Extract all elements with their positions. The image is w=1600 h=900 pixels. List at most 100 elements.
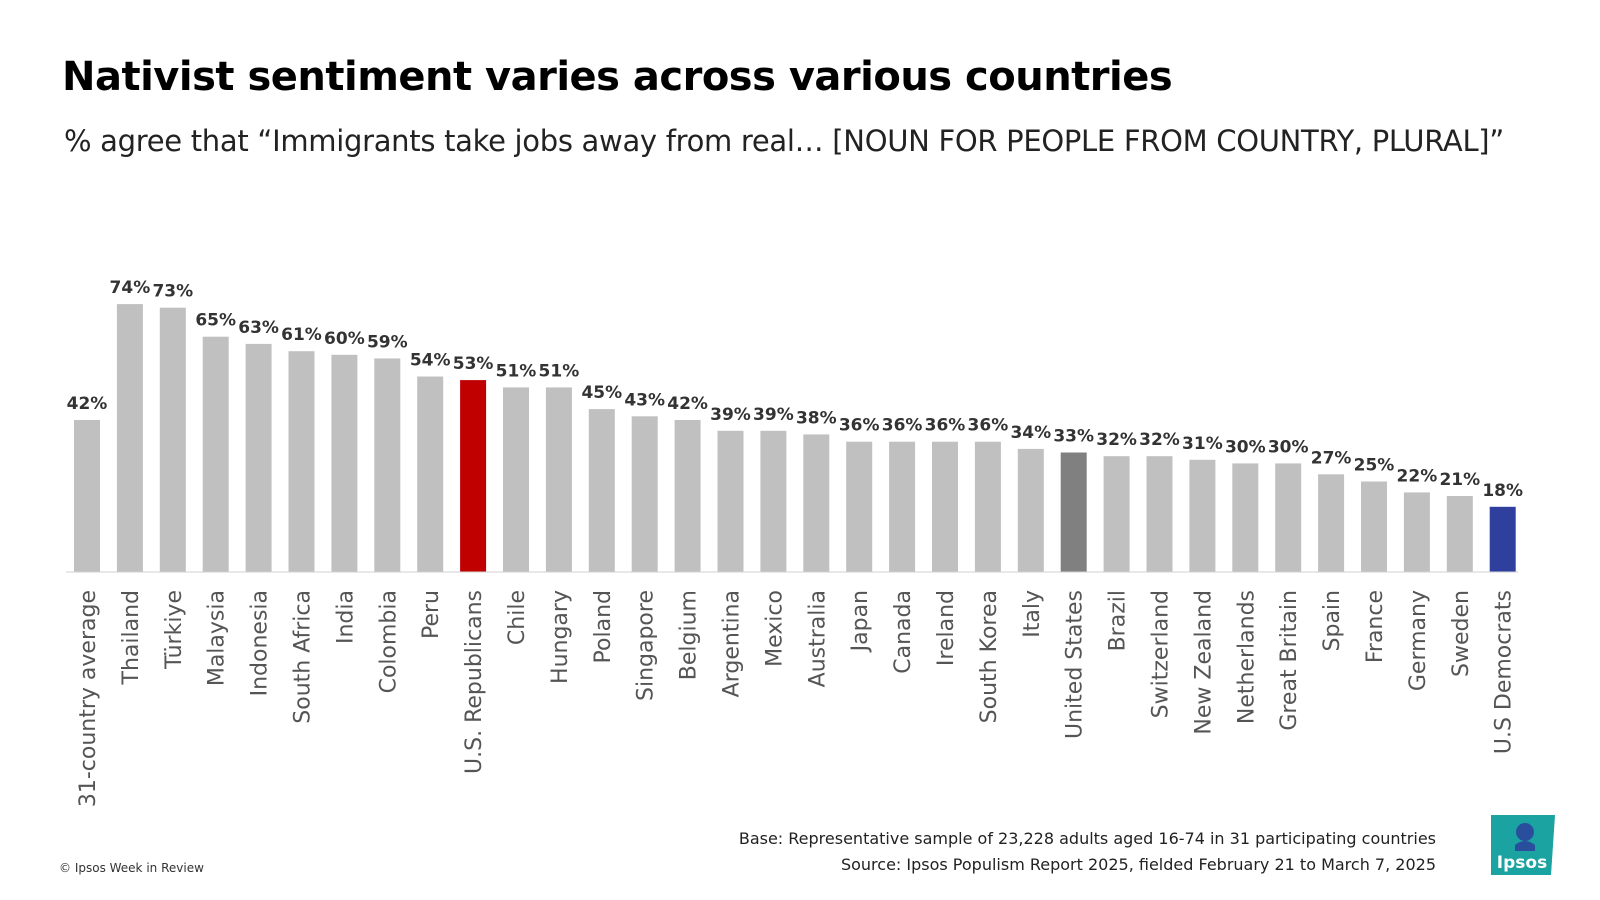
value-label-peru: 54% [410, 351, 451, 371]
bar-t-rkiye [159, 307, 186, 572]
value-label-netherlands: 30% [1225, 437, 1266, 457]
value-label-australia: 38% [796, 408, 837, 428]
category-label-australia: Australia [805, 590, 830, 687]
category-label-india: India [333, 590, 358, 644]
category-label-spain: Spain [1320, 590, 1345, 651]
category-label-new-zealand: New Zealand [1191, 590, 1216, 735]
category-label-colombia: Colombia [376, 590, 401, 693]
value-label-india: 60% [324, 329, 365, 349]
ipsos-logo: Ipsos [1491, 815, 1555, 875]
bars-group [74, 304, 1516, 572]
bar-indonesia [245, 343, 272, 572]
value-label-argentina: 39% [710, 405, 751, 425]
category-label-brazil: Brazil [1106, 590, 1131, 651]
bar-france [1361, 481, 1387, 572]
bar-netherlands [1232, 463, 1259, 572]
logo-text: Ipsos [1497, 853, 1547, 873]
category-label-sweden: Sweden [1449, 590, 1474, 677]
value-label-france: 25% [1354, 456, 1395, 476]
value-label-colombia: 59% [367, 332, 408, 352]
value-label-poland: 45% [581, 383, 622, 403]
category-label-singapore: Singapore [634, 590, 659, 701]
category-label-u-s-republicans: U.S. Republicans [462, 590, 487, 774]
value-label-u-s-republicans: 53% [453, 354, 494, 374]
bar-hungary [545, 387, 572, 572]
category-label-poland: Poland [591, 590, 616, 663]
bar-south-africa [288, 351, 315, 572]
value-label-spain: 27% [1311, 448, 1352, 468]
category-label-united-states: United States [1063, 590, 1088, 739]
bar-switzerland [1146, 456, 1173, 572]
value-label-belgium: 42% [667, 394, 708, 414]
value-label-united-states: 33% [1053, 427, 1094, 447]
bar-great-britain [1275, 463, 1302, 572]
category-label-t-rkiye: Türkiye [162, 590, 187, 670]
bar-united-states [1060, 452, 1087, 572]
value-label-germany: 22% [1397, 466, 1438, 486]
category-label-indonesia: Indonesia [248, 590, 273, 696]
page-subtitle: % agree that “Immigrants take jobs away … [64, 124, 1505, 158]
value-label-indonesia: 63% [238, 318, 279, 338]
source-note: Source: Ipsos Populism Report 2025, fiel… [840, 855, 1436, 874]
value-label-mexico: 39% [753, 405, 794, 425]
logo-head-shape [1516, 823, 1534, 841]
value-label-malaysia: 65% [195, 311, 236, 331]
category-label-great-britain: Great Britain [1277, 590, 1302, 731]
value-label-31-country-average: 42% [67, 394, 108, 414]
category-label-hungary: Hungary [548, 590, 573, 684]
bar-singapore [631, 416, 658, 572]
bar-thailand [116, 304, 143, 572]
bar-spain [1318, 474, 1345, 572]
category-label-peru: Peru [419, 590, 444, 639]
category-label-france: France [1363, 590, 1388, 663]
category-label-canada: Canada [891, 590, 916, 674]
category-label-ireland: Ireland [934, 590, 959, 666]
bar-brazil [1103, 456, 1130, 572]
bar-sweden [1446, 496, 1473, 572]
value-label-great-britain: 30% [1268, 437, 1309, 457]
value-label-japan: 36% [839, 416, 880, 436]
category-label-chile: Chile [505, 590, 530, 645]
bar-japan [846, 441, 873, 572]
value-label-brazil: 32% [1096, 430, 1137, 450]
bar-germany [1403, 492, 1430, 572]
value-label-ireland: 36% [925, 416, 966, 436]
category-label-south-korea: South Korea [977, 590, 1002, 723]
category-label-mexico: Mexico [762, 590, 787, 667]
value-label-hungary: 51% [539, 361, 580, 381]
bar-mexico [760, 430, 787, 572]
category-label-u-s-democrats: U.S Democrats [1492, 590, 1517, 754]
category-label-thailand: Thailand [119, 590, 144, 685]
bar-u-s-republicans [460, 380, 487, 572]
value-label-italy: 34% [1010, 423, 1051, 443]
bar-india [331, 354, 358, 572]
bar-ireland [932, 441, 958, 572]
category-label-malaysia: Malaysia [205, 590, 230, 686]
bar-canada [889, 441, 916, 572]
bar-south-korea [974, 441, 1001, 572]
category-label-belgium: Belgium [677, 590, 702, 680]
bar-31-country-average [74, 420, 100, 572]
value-labels-group: 42%74% 73%65% 63% 61% 60% 59%54% 53% 51% 51%45% 4… [67, 278, 1523, 501]
bar-australia [803, 434, 830, 572]
category-label-argentina: Argentina [720, 590, 745, 697]
value-label-south-africa: 61% [281, 325, 322, 345]
value-label-sweden: 21% [1439, 470, 1480, 490]
value-label-switzerland: 32% [1139, 430, 1180, 450]
category-label-netherlands: Netherlands [1234, 590, 1259, 724]
category-label-japan: Japan [848, 590, 873, 653]
value-label-thailand: 74% [110, 278, 151, 298]
category-label-italy: Italy [1020, 590, 1045, 638]
bar-malaysia [202, 336, 229, 572]
copyright-note: © Ipsos Week in Review [59, 861, 204, 875]
value-label-canada: 36% [882, 416, 923, 436]
bar-argentina [717, 430, 744, 572]
bar-new-zealand [1189, 459, 1216, 572]
value-label-south-korea: 36% [968, 416, 1009, 436]
bar-u-s-democrats [1489, 506, 1516, 572]
bar-chile [503, 387, 529, 572]
category-label-south-africa: South Africa [291, 590, 316, 724]
value-label-u-s-democrats: 18% [1482, 481, 1523, 501]
base-note: Base: Representative sample of 23,228 ad… [738, 829, 1436, 848]
category-label-germany: Germany [1406, 590, 1431, 691]
